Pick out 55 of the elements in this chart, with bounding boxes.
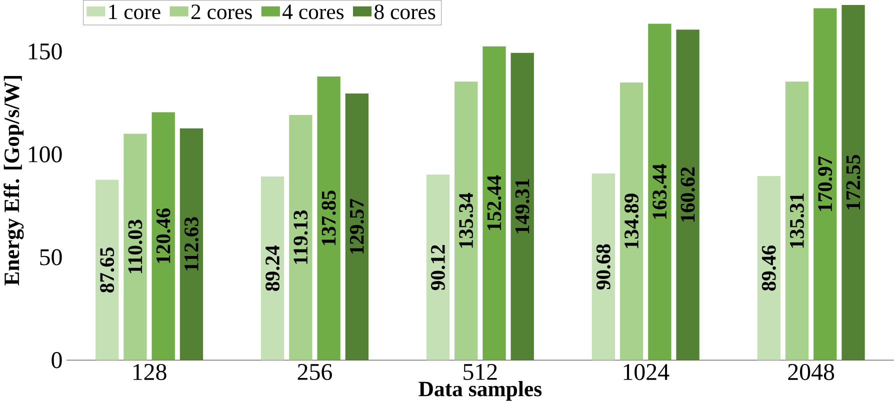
data-label: 90.12 — [430, 244, 446, 290]
bar — [482, 46, 506, 360]
bar — [757, 176, 780, 360]
y-tick-label: 100 — [28, 146, 62, 162]
bar — [124, 134, 147, 360]
x-tick-label: 1024 — [624, 364, 670, 380]
data-label: 135.34 — [459, 192, 474, 248]
data-label: 137.85 — [322, 190, 336, 245]
bar — [592, 173, 616, 360]
legend-label: 8 cores — [374, 4, 436, 20]
data-label: 89.24 — [266, 245, 280, 291]
bar — [260, 176, 284, 360]
bar — [620, 82, 644, 360]
bar — [96, 180, 119, 360]
x-tick-label: 2048 — [788, 364, 834, 380]
bar — [317, 76, 340, 360]
bar — [648, 24, 672, 360]
data-label: 110.03 — [128, 220, 142, 273]
data-label: 89.46 — [762, 245, 776, 290]
data-label: 120.46 — [156, 208, 170, 263]
data-label: 112.63 — [184, 216, 198, 270]
y-tick-label: 50 — [40, 248, 62, 266]
data-label: 134.89 — [624, 193, 639, 248]
x-tick-label: 128 — [133, 364, 166, 380]
x-axis-title: Data samples — [418, 380, 542, 401]
data-label: 129.57 — [350, 198, 364, 254]
bar — [180, 128, 204, 360]
bar — [289, 114, 312, 360]
legend-label: 4 cores — [282, 4, 344, 19]
bar — [676, 29, 700, 360]
data-label: 149.31 — [515, 178, 530, 234]
bar — [842, 4, 865, 360]
bar — [454, 81, 478, 360]
bar — [510, 52, 534, 360]
bar — [426, 174, 450, 360]
data-label: 152.44 — [487, 175, 502, 230]
y-tick-label: 0 — [52, 352, 62, 368]
bar — [345, 93, 369, 360]
x-tick-label: 256 — [298, 364, 332, 380]
x-tick-label: 512 — [464, 364, 497, 380]
bar — [814, 8, 837, 360]
legend-label: 1 core — [109, 4, 160, 19]
data-label: 172.55 — [846, 154, 860, 210]
legend-label: 2 cores — [191, 4, 252, 20]
data-label: 170.97 — [818, 156, 832, 211]
bar — [152, 112, 175, 360]
y-axis-title: Energy Eff. [Gop/s/W] — [4, 76, 24, 286]
data-label: 135.31 — [790, 193, 804, 248]
bar — [785, 81, 809, 360]
data-label: 87.65 — [100, 247, 114, 292]
y-tick-label: 150 — [28, 43, 62, 60]
data-label: 163.44 — [652, 164, 667, 219]
data-label: 160.62 — [680, 167, 695, 222]
data-label: 119.13 — [294, 210, 308, 264]
data-label: 90.68 — [596, 244, 610, 290]
